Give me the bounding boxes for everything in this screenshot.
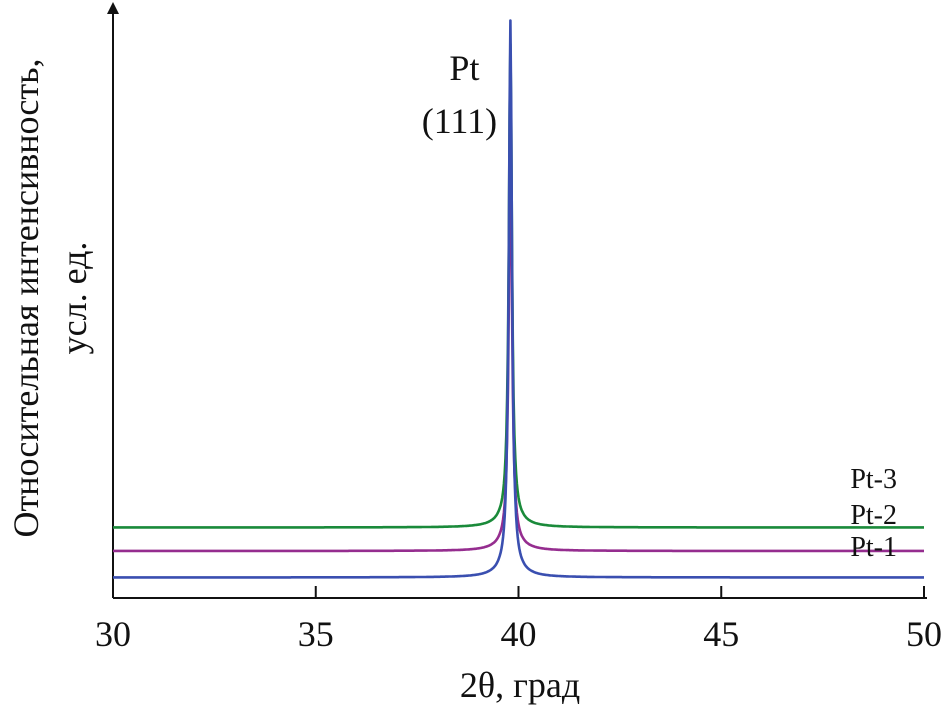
x-tick-labels: 30 35 40 45 50: [95, 614, 942, 654]
x-tick-label-30: 30: [95, 614, 131, 654]
series-label-pt-2: Pt-2: [850, 500, 897, 531]
x-tick-label-40: 40: [501, 614, 537, 654]
series-label-pt-1: Pt-1: [850, 532, 897, 563]
y-axis-label-line2: усл. ед.: [54, 242, 94, 355]
x-tick-label-45: 45: [703, 614, 739, 654]
peak-annotation-element: Pt: [449, 48, 479, 88]
series-pt-1-line: [112, 19, 925, 579]
series-label-pt-3: Pt-3: [850, 464, 897, 495]
x-axis-label: 2θ, град: [460, 665, 580, 705]
x-tick-label-35: 35: [298, 614, 334, 654]
y-axis-label-line1: Относительная интенсивность,: [6, 58, 46, 537]
series-pt-2-line: [112, 131, 925, 553]
series-labels: Pt-3 Pt-2Pt-1: [850, 464, 897, 563]
series-pt-3-line: [112, 42, 925, 529]
series-lines: [112, 19, 925, 579]
x-tick-label-50: 50: [906, 614, 942, 654]
peak-annotation-index: (111): [422, 101, 497, 141]
x-ticks: [112, 586, 925, 598]
